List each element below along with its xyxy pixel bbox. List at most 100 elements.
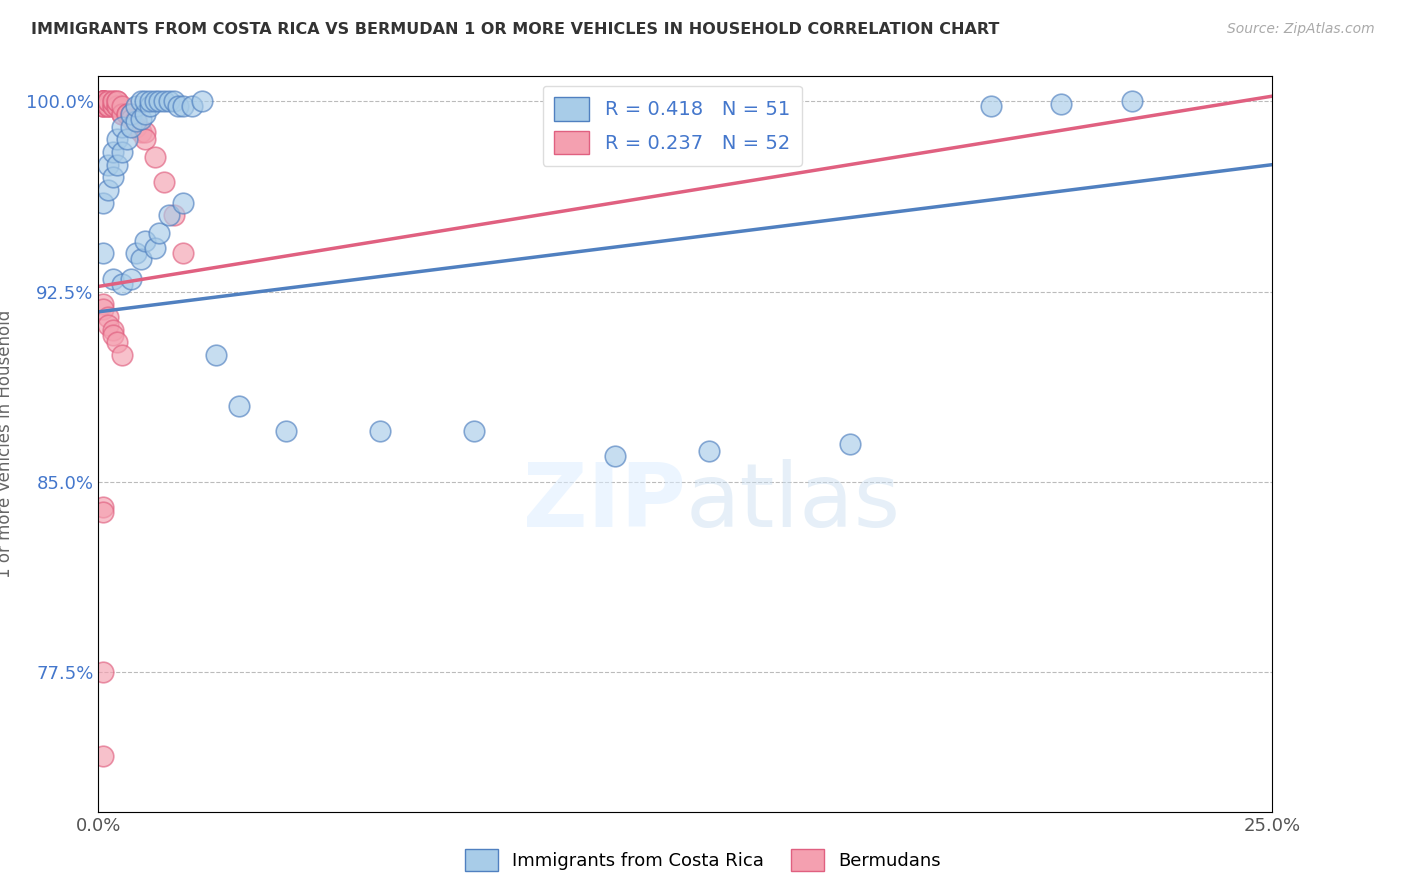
Point — [105, 335, 128, 350]
Point — [97, 94, 120, 108]
Point — [101, 322, 124, 336]
Point — [1050, 96, 1073, 111]
Point — [111, 107, 134, 121]
Point — [111, 120, 134, 134]
Point — [172, 195, 194, 210]
Legend: R = 0.418   N = 51, R = 0.237   N = 52: R = 0.418 N = 51, R = 0.237 N = 52 — [543, 86, 801, 166]
Point — [134, 132, 156, 146]
Point — [838, 436, 860, 450]
Point — [97, 318, 120, 332]
Y-axis label: 1 or more Vehicles in Household: 1 or more Vehicles in Household — [0, 310, 14, 578]
Point — [172, 246, 194, 260]
Point — [101, 170, 124, 185]
Point — [101, 99, 124, 113]
Point — [105, 158, 128, 172]
Point — [97, 99, 120, 113]
Point — [91, 748, 114, 763]
Point — [120, 107, 142, 121]
Point — [1121, 94, 1143, 108]
Point — [91, 99, 114, 113]
Point — [205, 348, 228, 362]
Point — [463, 424, 485, 438]
Point — [120, 120, 142, 134]
Point — [105, 99, 128, 113]
Point — [603, 450, 626, 464]
Point — [125, 99, 148, 113]
Point — [105, 132, 128, 146]
Point — [91, 99, 114, 113]
Point — [125, 114, 148, 128]
Point — [120, 107, 142, 121]
Text: IMMIGRANTS FROM COSTA RICA VS BERMUDAN 1 OR MORE VEHICLES IN HOUSEHOLD CORRELATI: IMMIGRANTS FROM COSTA RICA VS BERMUDAN 1… — [31, 22, 1000, 37]
Point — [129, 112, 152, 126]
Point — [134, 94, 156, 108]
Point — [101, 327, 124, 342]
Point — [368, 424, 391, 438]
Point — [139, 99, 162, 113]
Point — [153, 94, 176, 108]
Point — [276, 424, 298, 438]
Point — [143, 241, 166, 255]
Point — [111, 348, 134, 362]
Point — [162, 94, 184, 108]
Point — [228, 399, 250, 413]
Point — [101, 94, 124, 108]
Point — [157, 94, 180, 108]
Point — [120, 272, 142, 286]
Point — [91, 505, 114, 519]
Point — [148, 226, 170, 240]
Point — [91, 94, 114, 108]
Point — [134, 234, 156, 248]
Point — [129, 252, 152, 266]
Point — [143, 94, 166, 108]
Point — [105, 94, 128, 108]
Text: Source: ZipAtlas.com: Source: ZipAtlas.com — [1227, 22, 1375, 37]
Point — [134, 107, 156, 121]
Text: atlas: atlas — [686, 459, 901, 546]
Point — [91, 94, 114, 108]
Point — [91, 94, 114, 108]
Point — [101, 94, 124, 108]
Point — [101, 99, 124, 113]
Legend: Immigrants from Costa Rica, Bermudans: Immigrants from Costa Rica, Bermudans — [458, 842, 948, 879]
Point — [91, 94, 114, 108]
Point — [190, 94, 212, 108]
Point — [91, 94, 114, 108]
Point — [120, 112, 142, 126]
Point — [111, 145, 134, 159]
Point — [111, 107, 134, 121]
Point — [91, 500, 114, 515]
Point — [91, 297, 114, 311]
Point — [111, 277, 134, 291]
Point — [91, 94, 114, 108]
Point — [167, 99, 190, 113]
Point — [91, 665, 114, 680]
Point — [111, 99, 134, 113]
Point — [91, 94, 114, 108]
Point — [101, 272, 124, 286]
Text: ZIP: ZIP — [523, 459, 686, 546]
Point — [97, 310, 120, 324]
Point — [105, 94, 128, 108]
Point — [91, 94, 114, 108]
Point — [97, 183, 120, 197]
Point — [153, 175, 176, 189]
Point — [91, 302, 114, 317]
Point — [97, 94, 120, 108]
Point — [91, 195, 114, 210]
Point — [181, 99, 204, 113]
Point — [97, 99, 120, 113]
Point — [125, 112, 148, 126]
Point — [97, 99, 120, 113]
Point — [980, 99, 1002, 113]
Point — [97, 158, 120, 172]
Point — [125, 246, 148, 260]
Point — [91, 99, 114, 113]
Point — [162, 208, 184, 222]
Point — [143, 150, 166, 164]
Point — [115, 107, 138, 121]
Point — [105, 99, 128, 113]
Point — [139, 94, 162, 108]
Point — [148, 94, 170, 108]
Point — [157, 208, 180, 222]
